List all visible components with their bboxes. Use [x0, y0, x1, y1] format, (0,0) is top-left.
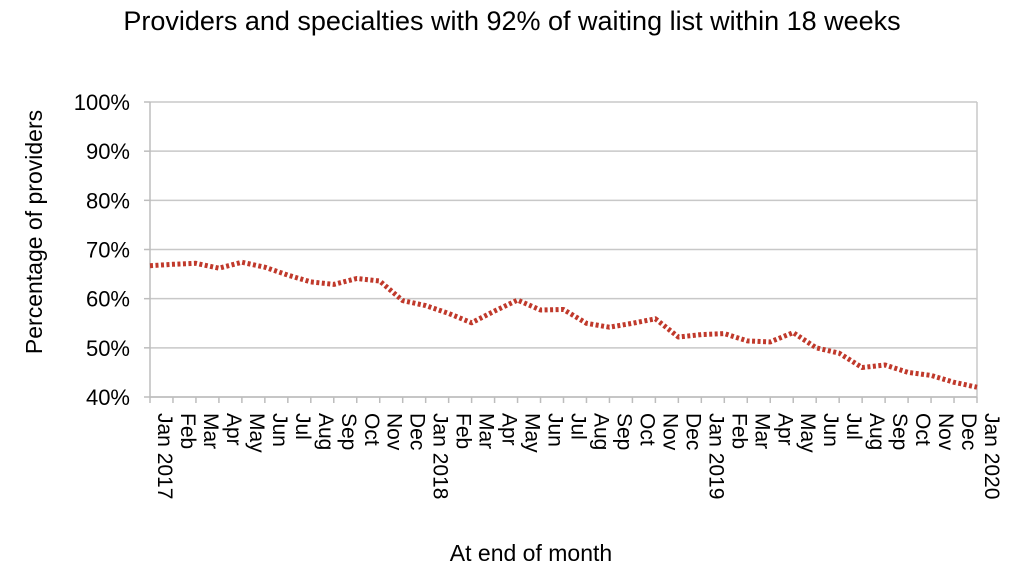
x-tick-label: Jul — [842, 413, 865, 440]
x-tick-label: Sep — [337, 413, 360, 450]
x-tick-label: Feb — [452, 413, 475, 449]
data-point — [492, 308, 497, 313]
data-point — [929, 373, 934, 378]
data-point — [883, 363, 888, 368]
data-point — [837, 351, 842, 356]
x-tick-label: Jan 2020 — [980, 413, 1003, 499]
grid-layer — [150, 101, 977, 398]
x-tick-label: Feb — [176, 413, 199, 449]
y-tick-label: 90% — [86, 139, 130, 164]
y-tick-label: 70% — [86, 238, 130, 263]
x-tick-label: Oct — [360, 413, 383, 446]
x-tick-label: Jul — [291, 413, 314, 440]
data-point — [975, 385, 980, 390]
y-tick-labels: 40% 50% 60% 70% 80% 90% 100% — [74, 90, 130, 410]
x-tick-label: Nov — [383, 413, 406, 451]
data-point — [722, 331, 727, 336]
x-tick-label: Aug — [589, 413, 612, 450]
data-point — [515, 298, 520, 303]
x-tick-label: Apr — [222, 413, 245, 446]
data-point — [446, 311, 451, 316]
data-point — [906, 370, 911, 375]
data-point — [814, 345, 819, 350]
x-tick-label: Aug — [865, 413, 888, 450]
data-point — [239, 260, 244, 265]
x-tick-label: May — [796, 413, 819, 453]
x-tick-label: Feb — [727, 413, 750, 449]
data-point — [699, 332, 704, 337]
x-tick-label: Nov — [658, 413, 681, 451]
data-point — [216, 266, 221, 271]
y-axis-label: Percentage of providers — [21, 110, 47, 354]
y-tick-label: 40% — [86, 385, 130, 410]
x-tick-label: Mar — [475, 413, 498, 449]
data-point — [630, 321, 635, 326]
data-point — [561, 307, 566, 312]
x-tick-label: Apr — [498, 413, 521, 446]
data-point — [768, 339, 773, 344]
data-point — [400, 298, 405, 303]
x-tick-label: Dec — [406, 413, 429, 450]
axis-layer — [144, 101, 978, 403]
x-tick-label: Dec — [957, 413, 980, 450]
x-tick-label: Dec — [681, 413, 704, 450]
x-tick-label: Jan 2019 — [704, 413, 727, 499]
y-tick-label: 100% — [74, 90, 130, 115]
data-point — [170, 262, 175, 267]
data-point — [262, 265, 267, 270]
x-tick-label: Sep — [612, 413, 635, 450]
x-tick-label: Nov — [934, 413, 957, 451]
data-point — [653, 316, 658, 321]
data-point — [745, 338, 750, 343]
data-point — [791, 330, 796, 335]
data-point — [676, 335, 681, 340]
data-point — [148, 263, 153, 268]
data-point — [308, 279, 313, 284]
x-tick-label: May — [521, 413, 544, 453]
x-tick-label: Sep — [888, 413, 911, 450]
data-point — [377, 278, 382, 283]
x-tick-labels: Jan 2017 Feb Mar Apr May Jun Jul Aug Sep Oct Nov De… — [153, 413, 1003, 499]
data-point — [860, 365, 865, 370]
x-tick-label: Jun — [544, 413, 567, 447]
x-tick-label: May — [245, 413, 268, 453]
x-tick-label: Mar — [199, 413, 222, 449]
data-point — [331, 282, 336, 287]
series-line — [149, 259, 978, 390]
x-tick-label: Jan 2018 — [429, 413, 452, 499]
data-point — [538, 307, 543, 312]
y-tick-label: 50% — [86, 336, 130, 361]
x-tick-label: Jan 2017 — [153, 413, 176, 499]
data-point — [584, 321, 589, 326]
x-tick-label: Jun — [268, 413, 291, 447]
y-tick-label: 80% — [86, 188, 130, 213]
data-point — [285, 273, 290, 278]
data-point — [193, 261, 198, 266]
x-axis-label: At end of month — [450, 540, 612, 566]
x-tick-label: Aug — [314, 413, 337, 450]
data-point — [354, 276, 359, 281]
data-point — [607, 325, 612, 330]
y-tick-label: 60% — [86, 287, 130, 312]
x-tick-label: Jun — [819, 413, 842, 447]
x-tick-label: Jul — [567, 413, 590, 440]
data-point — [423, 303, 428, 308]
chart-title: Providers and specialties with 92% of wa… — [123, 6, 901, 36]
x-tick-label: Oct — [635, 413, 658, 446]
series-layer — [148, 259, 980, 390]
x-tick-label: Mar — [750, 413, 773, 449]
data-point — [952, 380, 957, 385]
x-tick-label: Apr — [773, 413, 796, 446]
data-point — [469, 320, 474, 325]
x-tick-label: Oct — [911, 413, 934, 446]
